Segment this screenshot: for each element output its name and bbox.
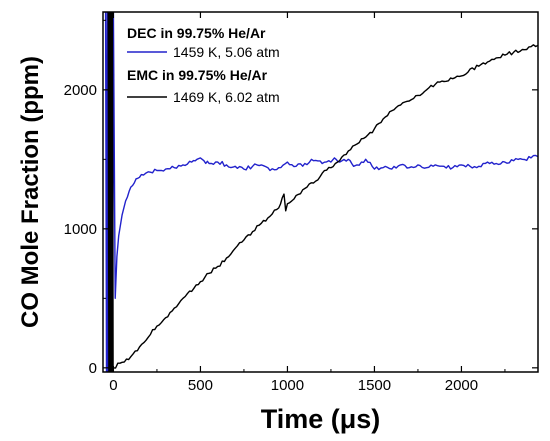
legend: DEC in 99.75% He/Ar 1459 K, 5.06 atm EMC i… (127, 25, 280, 105)
y-tick-label: 2000 (64, 82, 97, 99)
x-tick-label: 500 (188, 377, 213, 394)
x-tick-label: 0 (109, 377, 117, 394)
y-tick-label: 1000 (64, 221, 97, 238)
plot-area (104, 12, 538, 372)
axis-ticks: 0 500 1000 1500 2000 0 1000 2000 (64, 12, 538, 394)
legend-entry: 1469 K, 6.02 atm (173, 89, 280, 105)
x-axis-title: Time (μs) (261, 404, 381, 434)
legend-entry: 1459 K, 5.06 atm (173, 44, 280, 60)
y-tick-label: 0 (89, 360, 97, 377)
x-tick-label: 1000 (271, 377, 304, 394)
legend-heading: EMC in 99.75% He/Ar (127, 67, 268, 83)
plot-frame (102, 11, 539, 373)
series-line-1 (107, 12, 538, 372)
legend-heading: DEC in 99.75% He/Ar (127, 25, 266, 41)
series-line-0 (104, 12, 538, 372)
y-axis-title: CO Mole Fraction (ppm) (17, 56, 44, 328)
x-tick-label: 2000 (445, 377, 478, 394)
x-tick-label: 1500 (358, 377, 391, 394)
